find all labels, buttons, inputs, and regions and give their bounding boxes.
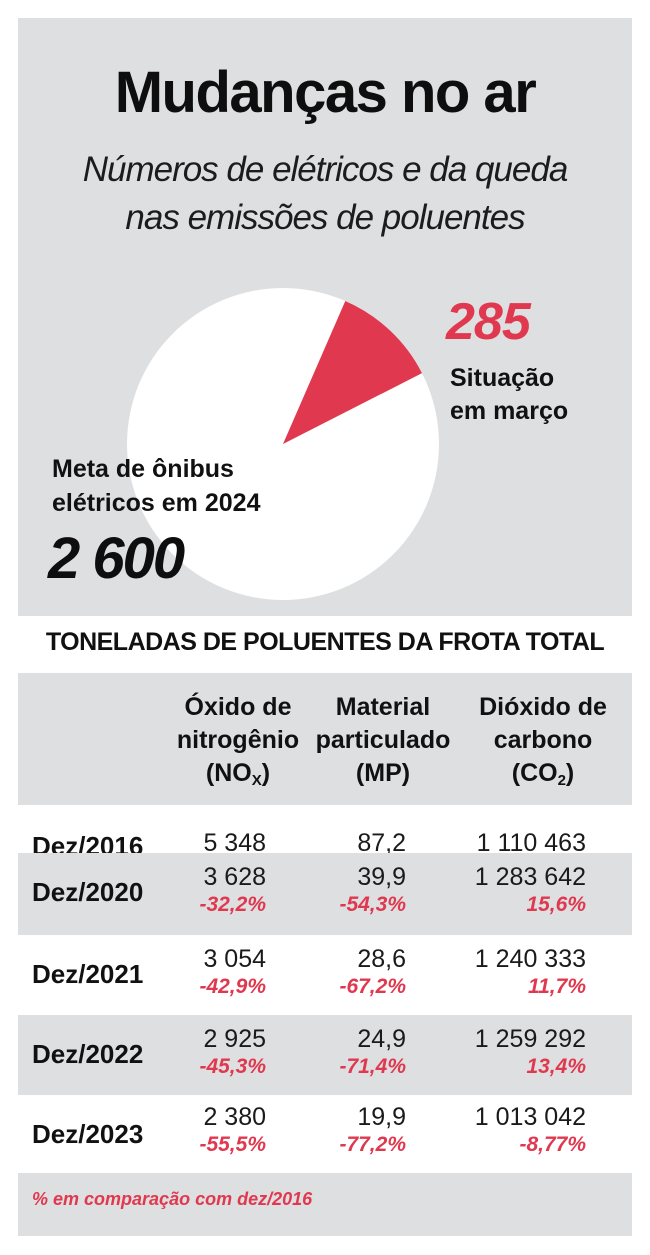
col-co2-line-1: Dióxido de xyxy=(479,693,607,721)
col-co2-code-text: CO xyxy=(520,759,558,787)
page-subtitle: Números de elétricos e da queda nas emis… xyxy=(18,146,632,242)
value-co2: 1 013 042 xyxy=(474,1103,586,1131)
row-label: Dez/2021 xyxy=(32,959,144,989)
column-header-nox: Óxido de nitrogênio (NOX) xyxy=(138,691,338,797)
col-nox-line-2: nitrogênio xyxy=(176,726,300,754)
cell-co2: 1 013 042 -8,77% xyxy=(475,1103,586,1157)
value-co2: 1 259 292 xyxy=(474,1025,586,1053)
cell-co2: 1 110 463 xyxy=(477,829,586,858)
value-nox: 5 348 xyxy=(203,829,266,857)
pct-mp: -67,2% xyxy=(339,975,406,998)
value-mp: 28,6 xyxy=(357,945,406,973)
cell-mp: 39,9 -54,3% xyxy=(339,863,406,917)
table-row-dez-2022: Dez/2022 2 925 -45,3% 24,9 -71,4% 1 259 29… xyxy=(18,1015,632,1095)
current-label-line-2: em março xyxy=(450,397,569,425)
col-mp-code-text: MP xyxy=(364,759,402,787)
col-mp-code: (MP) xyxy=(355,759,411,787)
pct-nox: -42,9% xyxy=(199,975,266,998)
cell-co2: 1 240 333 11,7% xyxy=(475,945,586,999)
pct-mp: -71,4% xyxy=(339,1055,406,1078)
value-mp: 87,2 xyxy=(357,829,406,857)
subtitle-line-1: Números de elétricos e da queda xyxy=(82,150,569,189)
pct-nox: -32,2% xyxy=(199,893,266,916)
cell-mp: 87,2 xyxy=(357,829,406,858)
value-nox: 3 054 xyxy=(203,945,266,973)
goal-label-line-2: elétricos em 2024 xyxy=(52,489,261,517)
cell-nox: 2 925 -45,3% xyxy=(199,1025,266,1079)
value-mp: 24,9 xyxy=(357,1025,406,1053)
value-co2: 1 110 463 xyxy=(476,829,586,857)
pct-nox: -45,3% xyxy=(199,1055,266,1078)
cell-mp: 28,6 -67,2% xyxy=(339,945,406,999)
pct-mp: -54,3% xyxy=(339,893,406,916)
cell-nox: 3 054 -42,9% xyxy=(199,945,266,999)
value-nox: 3 628 xyxy=(203,863,266,891)
goal-label-line-1: Meta de ônibus xyxy=(52,455,234,483)
pie-slice-current xyxy=(283,300,422,444)
pct-nox: -55,5% xyxy=(199,1133,266,1156)
col-co2-code: (CO2) xyxy=(511,759,575,789)
pct-co2: 15,6% xyxy=(526,893,586,916)
value-co2: 1 240 333 xyxy=(474,945,586,973)
pct-co2: 11,7% xyxy=(528,975,586,998)
value-co2: 1 283 642 xyxy=(474,863,586,891)
cell-co2: 1 259 292 13,4% xyxy=(475,1025,586,1079)
col-mp-line-1: Material xyxy=(335,693,431,721)
col-nox-code: (NOX) xyxy=(205,759,271,789)
goal-value: 2 600 xyxy=(48,526,185,591)
col-co2-line-2: carbono xyxy=(493,726,593,754)
col-nox-line-1: Óxido de xyxy=(184,693,292,721)
footnote-band xyxy=(18,1173,632,1236)
goal-label: Meta de ônibus elétricos em 2024 xyxy=(52,452,312,520)
pie-section: Mudanças no ar Números de elétricos e da… xyxy=(18,18,632,616)
table-header: Óxido de nitrogênio (NOX) Material parti… xyxy=(18,673,632,805)
pct-mp: -77,2% xyxy=(339,1133,406,1156)
value-nox: 2 925 xyxy=(203,1025,266,1053)
column-header-co2: Dióxido de carbono (CO2) xyxy=(458,691,628,797)
pct-co2: 13,4% xyxy=(526,1055,586,1078)
current-label: Situação em março xyxy=(450,362,620,428)
table-row-dez-2020: Dez/2020 3 628 -32,2% 39,9 -54,3% 1 283 64… xyxy=(18,853,632,935)
col-nox-code-text: NO xyxy=(214,759,252,787)
row-label: Dez/2023 xyxy=(32,1119,144,1149)
column-header-mp: Material particulado (MP) xyxy=(303,691,463,790)
cell-mp: 19,9 -77,2% xyxy=(339,1103,406,1157)
cell-nox: 5 348 xyxy=(203,829,266,858)
col-nox-code-sub: X xyxy=(251,772,262,789)
row-label: Dez/2022 xyxy=(32,1039,144,1069)
pie-chart xyxy=(127,288,439,600)
col-mp-line-2: particulado xyxy=(315,726,451,754)
cell-co2: 1 283 642 15,6% xyxy=(475,863,586,917)
subtitle-line-2: nas emissões de poluentes xyxy=(125,198,525,237)
page-title: Mudanças no ar xyxy=(114,60,537,125)
cell-nox: 2 380 -55,5% xyxy=(199,1103,266,1157)
row-label: Dez/2020 xyxy=(32,877,144,907)
col-co2-code-sub: 2 xyxy=(557,772,566,789)
pct-co2: -8,77% xyxy=(519,1133,586,1156)
table-row-dez-2021: Dez/2021 3 054 -42,9% 28,6 -67,2% 1 240 33… xyxy=(18,935,632,1015)
table-title: TONELADAS DE POLUENTES DA FROTA TOTAL xyxy=(45,628,605,656)
infographic-panel: Mudanças no ar Números de elétricos e da… xyxy=(18,18,632,1236)
current-label-line-1: Situação xyxy=(450,364,555,392)
cell-nox: 3 628 -32,2% xyxy=(199,863,266,917)
footnote: % em comparação com dez/2016 xyxy=(32,1189,313,1209)
table-row-dez-2023: Dez/2023 2 380 -55,5% 19,9 -77,2% 1 013 04… xyxy=(18,1095,632,1173)
current-value: 285 xyxy=(446,293,531,351)
value-nox: 2 380 xyxy=(203,1103,266,1131)
value-mp: 39,9 xyxy=(357,863,406,891)
cell-mp: 24,9 -71,4% xyxy=(339,1025,406,1079)
value-mp: 19,9 xyxy=(357,1103,406,1131)
